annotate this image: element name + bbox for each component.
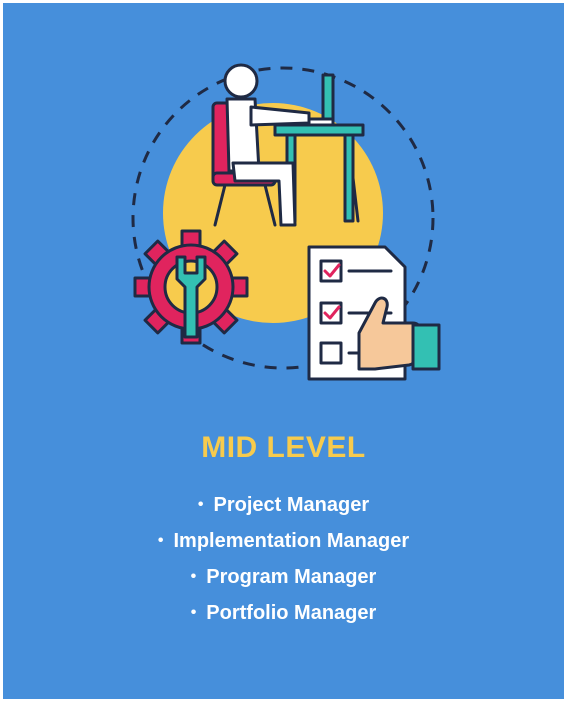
- role-list: • Project Manager • Implementation Manager…: [3, 487, 564, 631]
- list-item: • Portfolio Manager: [3, 595, 564, 631]
- role-card: MID LEVEL • Project Manager • Implementati…: [3, 3, 564, 699]
- level-title: MID LEVEL: [201, 431, 366, 464]
- role-label: Project Manager: [213, 494, 370, 516]
- role-label: Implementation Manager: [173, 530, 410, 552]
- role-label: Program Manager: [206, 566, 377, 588]
- list-item: • Implementation Manager: [3, 523, 564, 559]
- bullet-icon: •: [157, 532, 164, 549]
- bullet-icon: •: [190, 604, 197, 621]
- career-illustration: [131, 63, 441, 381]
- list-item: • Program Manager: [3, 559, 564, 595]
- thumbs-up-icon: [357, 296, 441, 371]
- list-item: • Project Manager: [3, 487, 564, 523]
- bullet-icon: •: [197, 496, 204, 513]
- role-label: Portfolio Manager: [206, 602, 377, 624]
- person-at-desk-icon: [211, 63, 365, 227]
- dashed-orbit: [131, 66, 435, 370]
- bullet-icon: •: [190, 568, 197, 585]
- gear-wrench-icon: [133, 229, 249, 345]
